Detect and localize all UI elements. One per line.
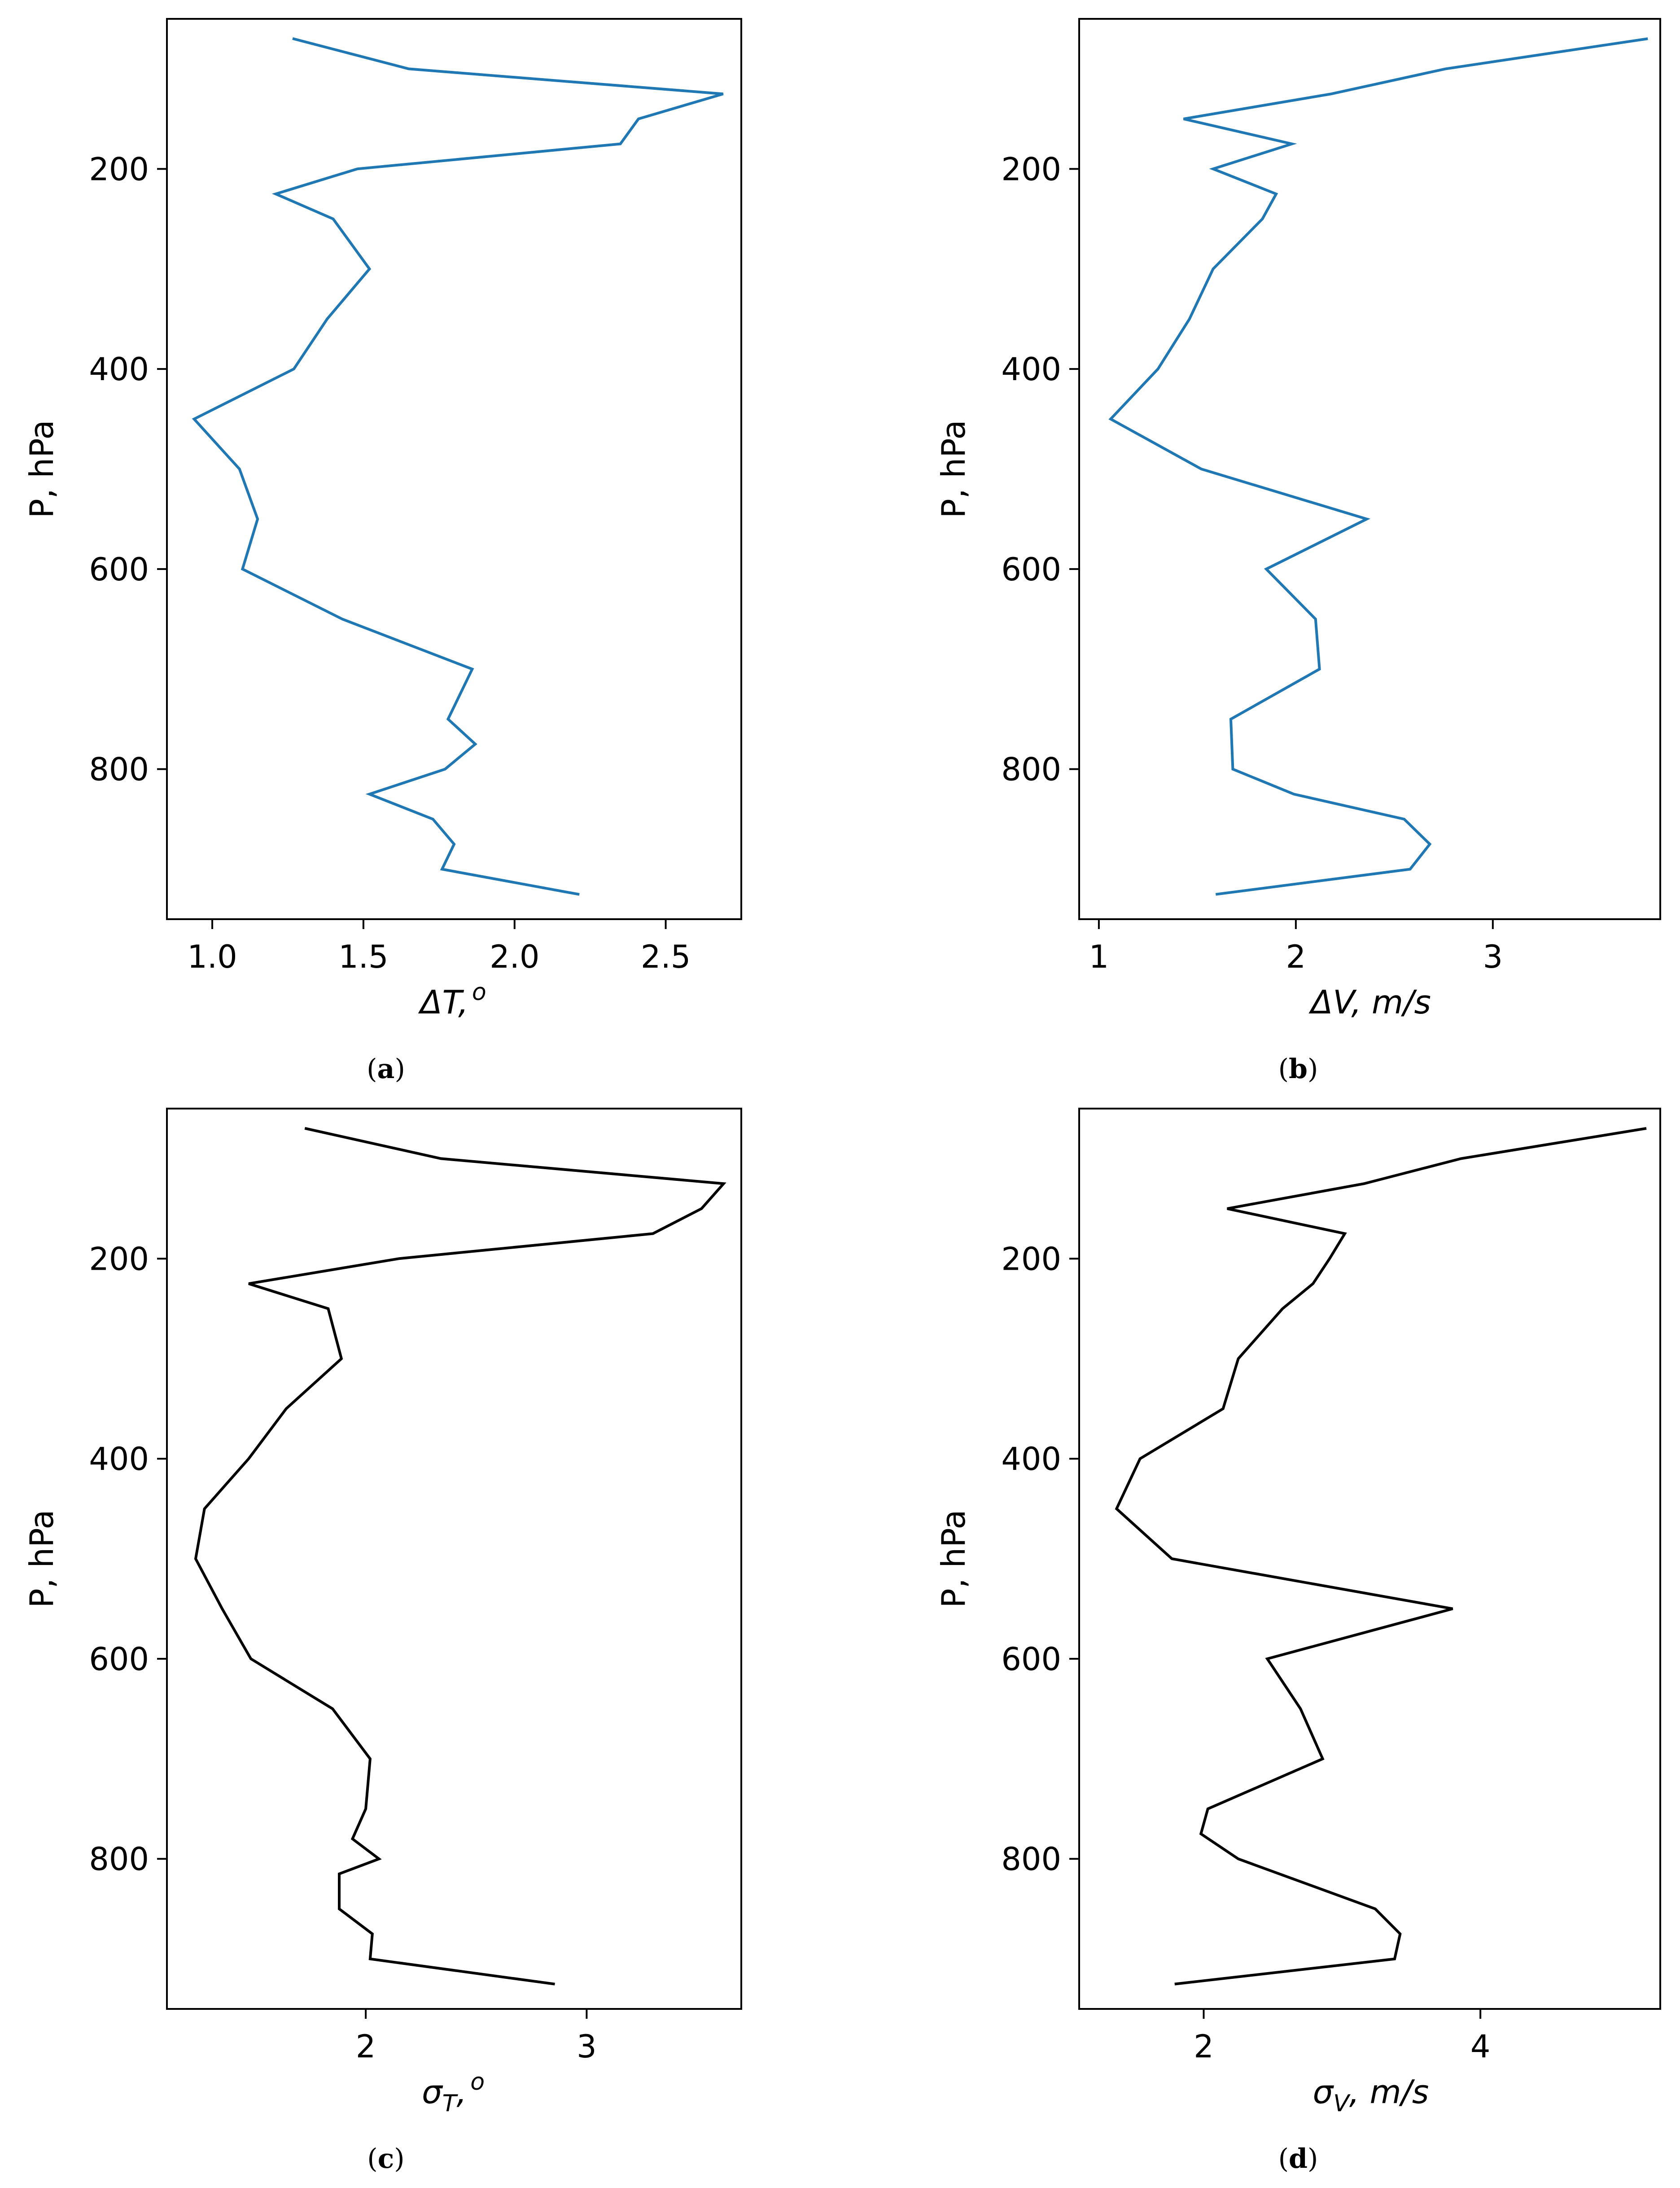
x-tick-label: 2	[1194, 2028, 1214, 2065]
x-tick-label: 2.0	[490, 938, 539, 975]
caption-open: (	[1278, 2143, 1289, 2175]
x-axis-label-suffix: , m/s	[1349, 2073, 1429, 2111]
caption-close: )	[1308, 1053, 1318, 1085]
x-axis-label: ΔV, m/s	[1308, 983, 1431, 1021]
series-line	[192, 37, 724, 896]
y-tick-label: 600	[89, 1641, 149, 1678]
x-tick-label: 1.0	[187, 938, 237, 975]
y-tick-label: 600	[1001, 551, 1061, 588]
x-axis-label-main: σ	[1313, 2073, 1334, 2111]
panel-caption: (a)	[367, 1053, 405, 1085]
x-axis-label-main: σ	[422, 2073, 443, 2111]
x-tick-label: 2	[356, 2028, 376, 2065]
caption-letter: c	[378, 2143, 394, 2175]
y-tick-label: 200	[89, 151, 149, 188]
y-tick-label: 400	[89, 351, 149, 388]
x-tick-label: 2	[1286, 938, 1306, 975]
plot-frame	[1078, 18, 1661, 920]
x-tick-label: 4	[1470, 2028, 1491, 2065]
panel-caption: (d)	[1278, 2143, 1318, 2175]
y-tick-label: 200	[1001, 1241, 1061, 1277]
caption-letter: a	[377, 1053, 395, 1085]
caption-close: )	[394, 2143, 404, 2175]
y-tick-label: 400	[1001, 351, 1061, 388]
y-axis-label: P, hPa	[23, 420, 61, 518]
x-axis-label-superscript: o	[472, 979, 486, 1006]
caption-open: (	[367, 2143, 377, 2175]
panel-caption: (b)	[1278, 1053, 1318, 1085]
x-axis-label-suffix: ,	[456, 2073, 467, 2111]
plot-frame	[166, 18, 742, 920]
x-tick-label: 3	[1483, 938, 1503, 975]
panel-d: 2 4 200 400 600 800 P, hPa σV, m/s (d)	[935, 1108, 1661, 2175]
series-line	[194, 1127, 726, 1986]
x-tick-label: 1.5	[338, 938, 388, 975]
panel-c: 2 3 200 400 600 800 P, hPa σT, o (c)	[23, 1108, 742, 2175]
x-tick-label: 1	[1089, 938, 1109, 975]
y-axis-label: P, hPa	[23, 1509, 61, 1608]
plot-frame	[1078, 1108, 1661, 2010]
x-axis-label-subscript: T	[442, 2090, 459, 2117]
caption-open: (	[367, 1053, 377, 1085]
y-tick-label: 600	[89, 551, 149, 588]
x-axis-label-main: ΔV, m/s	[1308, 983, 1431, 1021]
y-tick-label: 400	[1001, 1441, 1061, 1478]
plot-frame	[166, 1108, 742, 2010]
panel-caption: (c)	[367, 2143, 404, 2175]
y-tick-label: 200	[89, 1241, 149, 1277]
y-tick-label: 400	[89, 1441, 149, 1478]
caption-letter: d	[1289, 2143, 1308, 2175]
caption-open: (	[1278, 1053, 1289, 1085]
caption-close: )	[1308, 2143, 1318, 2175]
y-axis-label: P, hPa	[935, 1509, 972, 1608]
x-axis-label: σV, m/s	[1313, 2073, 1429, 2117]
panel-a: 1.0 1.5 2.0 2.5 200 400 600 800 P, hPa ΔT, o (a)	[23, 18, 742, 1085]
x-axis-label-subscript: V	[1333, 2090, 1351, 2117]
caption-letter: b	[1289, 1053, 1308, 1085]
y-tick-label: 800	[1001, 1841, 1061, 1878]
series-line	[1108, 37, 1648, 896]
x-tick-label: 3	[577, 2028, 597, 2065]
y-tick-label: 600	[1001, 1641, 1061, 1678]
x-axis-label-main: ΔT,	[418, 983, 468, 1021]
y-tick-label: 800	[89, 751, 149, 788]
x-tick-label: 2.5	[641, 938, 691, 975]
y-tick-label: 800	[89, 1841, 149, 1878]
panel-b: 1 2 3 200 400 600 800 P, hPa ΔV, m/s (b)	[935, 18, 1661, 1085]
series-line	[1115, 1127, 1647, 1986]
y-tick-label: 200	[1001, 151, 1061, 188]
x-axis-label: σT, o	[422, 2069, 485, 2117]
x-axis-label-superscript: o	[470, 2069, 485, 2096]
y-tick-label: 800	[1001, 751, 1061, 788]
caption-close: )	[394, 1053, 405, 1085]
y-axis-label: P, hPa	[935, 420, 972, 518]
x-axis-label: ΔT, o	[418, 979, 486, 1021]
